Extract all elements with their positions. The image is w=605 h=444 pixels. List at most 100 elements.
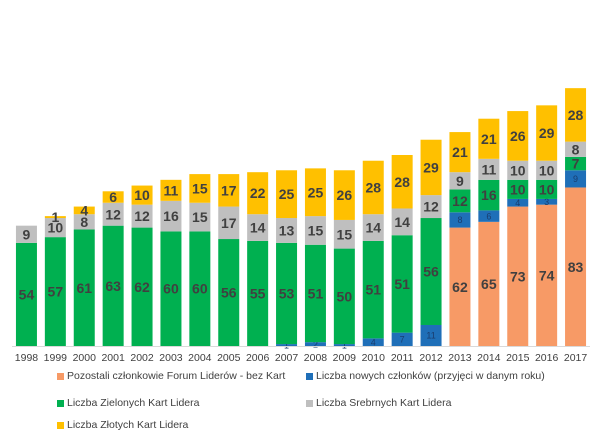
data-label: 14: [394, 214, 410, 230]
bar-segment: [160, 179, 182, 201]
data-label: 51: [365, 282, 381, 298]
bar-segment: [333, 344, 355, 346]
bar-segment: [449, 212, 471, 228]
bar-segment: [333, 170, 355, 220]
data-label: 12: [423, 199, 439, 215]
data-label: 15: [192, 209, 208, 225]
bar-segment: [276, 170, 298, 219]
bar-segment: [131, 185, 153, 205]
data-label: 28: [568, 107, 584, 123]
x-tick-label: 2004: [188, 352, 212, 364]
data-label: 14: [250, 220, 266, 236]
bar-segment: [536, 204, 558, 346]
bar-segment: [478, 118, 500, 159]
data-label: 14: [365, 220, 381, 236]
bar-segment: [304, 168, 326, 217]
bar-segment: [102, 225, 124, 346]
bar-segment: [478, 179, 500, 211]
data-label: 15: [308, 222, 324, 238]
bar-segment: [536, 179, 558, 199]
data-label: 26: [510, 128, 526, 144]
bar-segment: [44, 216, 66, 219]
data-label: 12: [105, 206, 121, 222]
data-label: 12: [134, 208, 150, 224]
bar-segment: [536, 105, 558, 161]
data-label: 4: [80, 202, 88, 218]
x-tick-label: 2016: [535, 352, 559, 364]
bar-segment: [304, 342, 326, 346]
bar-segment: [362, 338, 384, 346]
bar-segment: [391, 208, 413, 236]
bar-segment: [102, 202, 124, 226]
bar-segment: [131, 204, 153, 228]
bar-segment: [44, 237, 66, 346]
data-label: 28: [394, 174, 410, 190]
bar-segment: [73, 229, 95, 346]
data-label: 15: [337, 226, 353, 242]
bar-segment: [420, 324, 442, 346]
data-label: 26: [337, 187, 353, 203]
bar-segment: [420, 139, 442, 196]
bar-segment: [478, 221, 500, 346]
bar-segment: [304, 244, 326, 343]
data-label: 4: [515, 198, 520, 208]
data-label: 55: [250, 286, 266, 302]
bar-segment: [565, 88, 587, 142]
data-label: 65: [481, 276, 497, 292]
data-label: 62: [452, 279, 468, 295]
x-tick-label: 2014: [477, 352, 501, 364]
bar-segment: [478, 158, 500, 180]
data-label: 6: [109, 189, 117, 205]
bar-segment: [391, 235, 413, 333]
bar-segment: [565, 170, 587, 188]
data-label: 9: [23, 226, 31, 242]
x-tick-label: 2009: [333, 352, 357, 364]
data-label: 2: [313, 339, 318, 349]
data-label: 73: [510, 268, 526, 284]
data-label: 10: [539, 162, 555, 178]
bar-segment: [276, 242, 298, 345]
data-label: 8: [80, 214, 88, 230]
x-tick-label: 2005: [217, 352, 241, 364]
x-tick-label: 2007: [275, 352, 299, 364]
data-label: 12: [452, 193, 468, 209]
data-label: 56: [423, 264, 439, 280]
data-label: 17: [221, 215, 237, 231]
data-label: 6: [486, 211, 491, 221]
bar-segment: [507, 206, 529, 346]
x-tick-label: 2006: [246, 352, 270, 364]
data-label: 10: [539, 181, 555, 197]
bar-segment: [15, 225, 37, 243]
bar-segment: [449, 189, 471, 213]
data-label: 10: [510, 181, 526, 197]
data-label: 50: [337, 288, 353, 304]
bar-segment: [73, 206, 95, 215]
bar-segment: [565, 141, 587, 157]
bar-segment: [247, 214, 269, 241]
x-tick-label: 2000: [73, 352, 97, 364]
data-label: 28: [365, 180, 381, 196]
bar-segment: [507, 160, 529, 180]
data-label: 83: [568, 259, 584, 275]
bar-segment: [189, 174, 211, 203]
data-label: 25: [279, 186, 295, 202]
data-label: 16: [163, 208, 179, 224]
bar-segment: [131, 227, 153, 346]
x-tick-label: 2010: [362, 352, 386, 364]
bar-segment: [362, 160, 384, 215]
data-label: 29: [539, 125, 555, 141]
data-label: 9: [456, 173, 464, 189]
bar-segment: [218, 174, 240, 207]
data-label: 9: [573, 174, 578, 184]
data-label: 29: [423, 159, 439, 175]
bar-segment: [44, 218, 66, 238]
data-label: 53: [279, 286, 295, 302]
bar-segment: [218, 206, 240, 240]
data-label: 74: [539, 267, 555, 283]
x-tick-label: 2008: [304, 352, 328, 364]
bar-segment: [276, 218, 298, 243]
bar-segment: [507, 111, 529, 161]
data-label: 51: [308, 286, 324, 302]
bar-segment: [449, 132, 471, 173]
